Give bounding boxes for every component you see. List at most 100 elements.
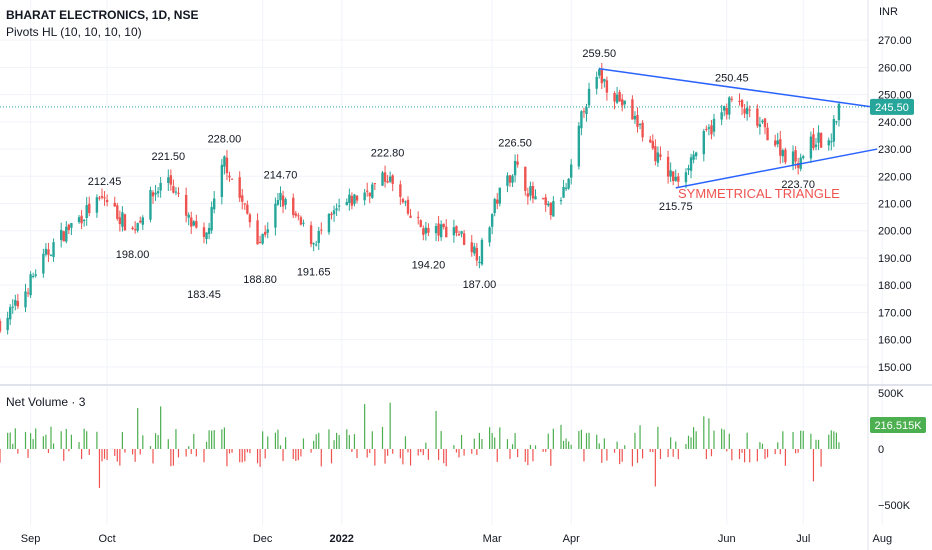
- candle-body: [791, 151, 795, 165]
- volume-bar: [86, 431, 88, 449]
- price-tick-label: 230.00: [878, 144, 912, 156]
- candle-body: [480, 239, 484, 265]
- candle-body: [728, 97, 731, 115]
- volume-bar: [830, 430, 832, 449]
- candle-body: [705, 128, 708, 130]
- volume-bar: [404, 436, 407, 449]
- candle-body: [292, 197, 295, 215]
- volume-bar: [264, 449, 266, 459]
- candle-body: [582, 111, 586, 113]
- candle-body: [763, 118, 767, 128]
- candle-body: [207, 227, 211, 235]
- candle-body: [809, 136, 813, 159]
- candle-body: [230, 178, 234, 180]
- candle-body: [422, 228, 425, 235]
- volume-bar: [14, 428, 16, 449]
- candle-body: [524, 166, 527, 191]
- volume-bar: [98, 449, 101, 488]
- volume-bar: [7, 432, 9, 449]
- candle-body: [720, 112, 723, 120]
- candle-body: [529, 186, 532, 196]
- candle-body: [266, 229, 269, 233]
- volume-bar: [749, 449, 751, 463]
- candle-body: [419, 220, 422, 227]
- volume-bar: [552, 428, 554, 449]
- volume-bar: [157, 435, 159, 449]
- volume-bar: [333, 440, 335, 449]
- candle-body: [774, 140, 777, 146]
- volume-bar: [542, 449, 544, 452]
- candle-body: [595, 76, 598, 89]
- volume-bar: [338, 435, 340, 449]
- pivot-high-label: 250.45: [715, 72, 749, 84]
- volume-bar: [534, 445, 537, 449]
- candle-body: [445, 226, 448, 238]
- price-tick-label: 160.00: [878, 335, 912, 347]
- volume-bar: [427, 449, 429, 460]
- volume-bar: [728, 433, 730, 449]
- candle-body: [225, 157, 229, 174]
- volume-bar: [221, 429, 223, 449]
- volume-bar: [24, 431, 27, 449]
- candle-body: [14, 300, 17, 306]
- volume-bar: [621, 449, 623, 462]
- candle-body: [779, 139, 782, 156]
- volume-bar: [463, 449, 465, 456]
- volume-bar: [838, 442, 840, 449]
- candle-body: [348, 194, 351, 203]
- volume-bar: [812, 449, 815, 482]
- volume-bar: [310, 449, 312, 453]
- volume-bar: [328, 429, 330, 449]
- candle-body: [121, 212, 124, 227]
- volume-bar: [231, 449, 233, 453]
- volume-bar: [170, 449, 172, 467]
- candle-body: [241, 195, 244, 202]
- pivot-high-label: 222.80: [371, 148, 405, 160]
- candle-body: [391, 175, 394, 184]
- trendline-upper: [599, 68, 878, 109]
- volume-bar: [175, 429, 177, 449]
- volume-bar: [152, 449, 154, 464]
- volume-bar: [445, 449, 447, 467]
- volume-bar: [63, 449, 65, 461]
- candle-body: [373, 183, 377, 185]
- candle-body: [559, 200, 563, 202]
- volume-panel-title: Net Volume · 3: [6, 395, 86, 409]
- candle-body: [541, 197, 545, 199]
- indicator-label: Pivots HL (10, 10, 10, 10): [6, 25, 142, 39]
- candle-body: [151, 192, 155, 197]
- volume-bar: [60, 431, 62, 449]
- volume-bar: [547, 433, 549, 449]
- candle-body: [184, 194, 188, 216]
- trendline-lower: [675, 148, 878, 189]
- volume-bar: [693, 427, 695, 449]
- volume-bar: [226, 449, 228, 467]
- time-tick-label: Apr: [563, 533, 580, 545]
- volume-bar: [417, 449, 419, 456]
- volume-bar: [703, 416, 705, 449]
- candle-body: [88, 203, 91, 214]
- candle-body: [526, 193, 530, 197]
- pivot-low-label: 187.00: [463, 279, 497, 291]
- candle-body: [174, 191, 178, 193]
- volume-bar: [30, 433, 32, 449]
- candle-body: [498, 187, 501, 204]
- volume-bar: [774, 449, 776, 455]
- volume-bar: [195, 449, 197, 457]
- volume-bar: [820, 449, 822, 467]
- volume-bar: [489, 427, 491, 449]
- candle-body: [118, 217, 122, 225]
- volume-bar: [721, 428, 723, 449]
- price-tick-label: 180.00: [878, 280, 912, 292]
- trendlines: [599, 68, 878, 189]
- candle-body: [618, 92, 621, 102]
- volume-bar: [297, 449, 299, 461]
- price-tick-label: 270.00: [878, 35, 912, 47]
- volume-bar: [228, 449, 231, 454]
- volume-bar: [282, 449, 284, 462]
- volume-bar: [371, 431, 373, 449]
- candle-body: [598, 69, 601, 76]
- volume-bar: [9, 432, 11, 449]
- volume-bar: [52, 443, 55, 449]
